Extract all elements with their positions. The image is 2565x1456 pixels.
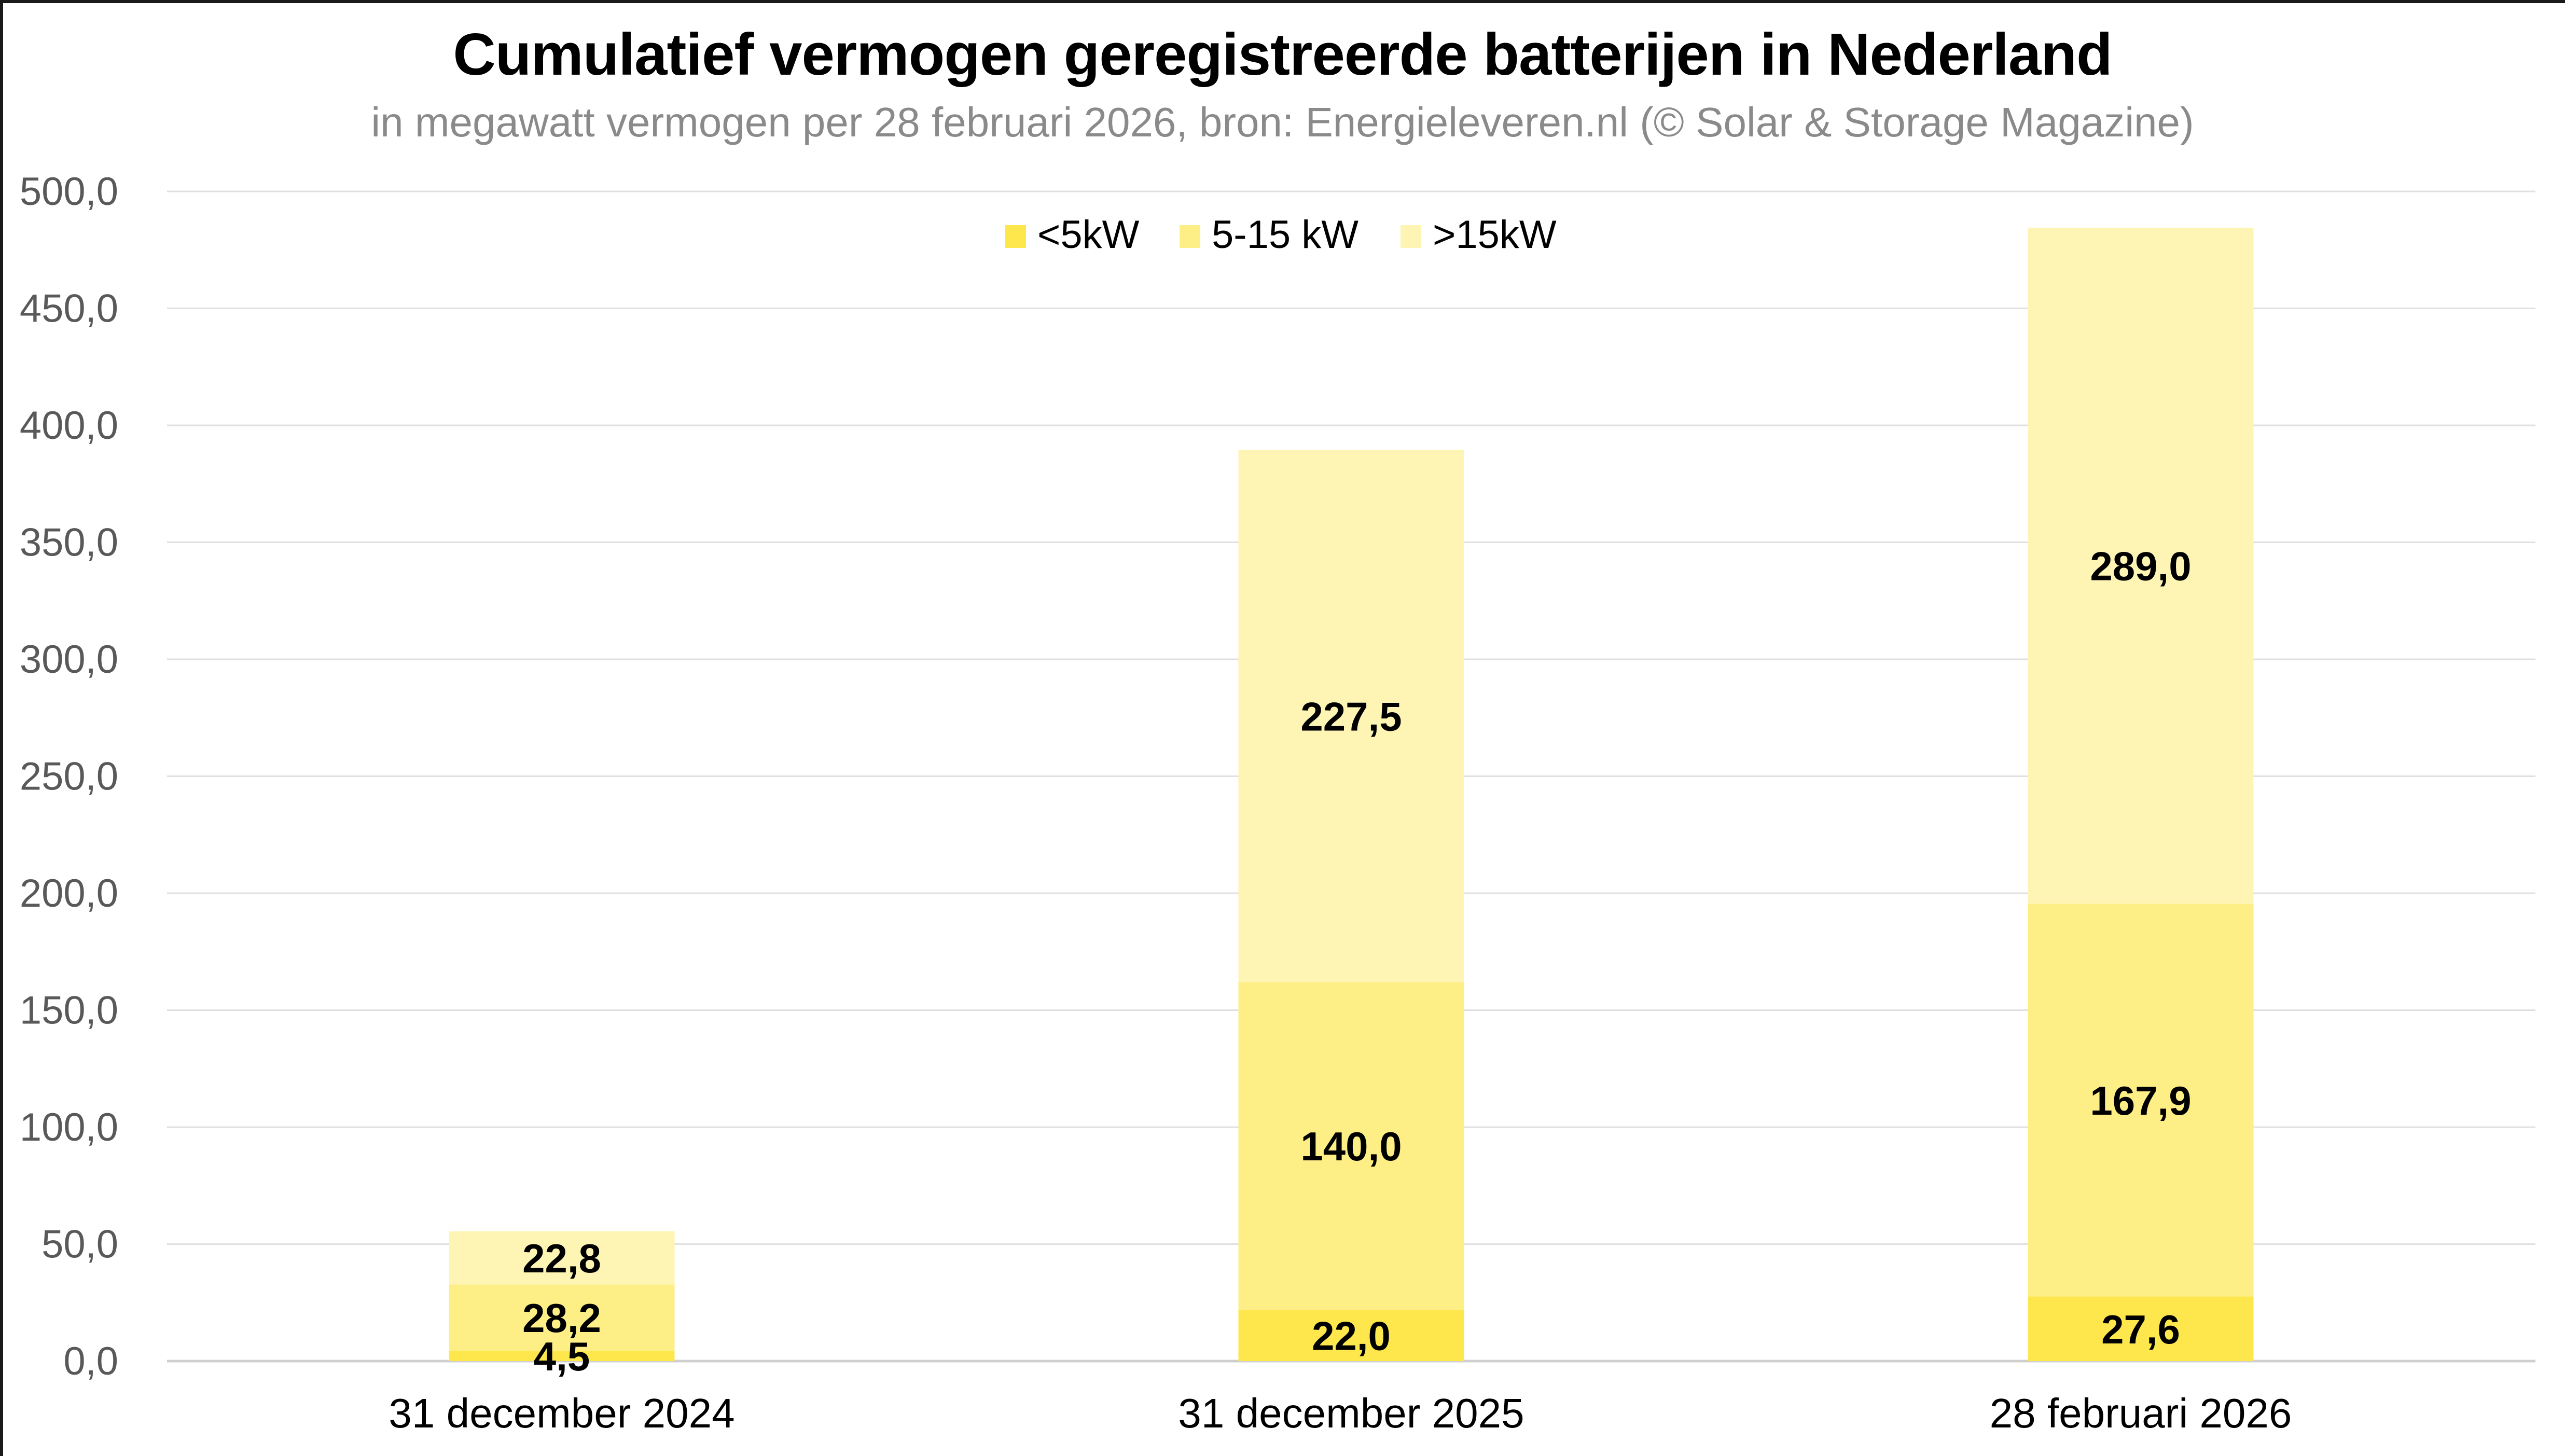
chart-subtitle: in megawatt vermogen per 28 februari 202… [371,99,2194,145]
bar-segment [1238,982,1464,1310]
x-category-label: 31 december 2025 [1178,1390,1524,1436]
x-category-label: 31 december 2024 [389,1390,734,1436]
data-label: 167,9 [2090,1078,2191,1124]
bar-segment [449,1231,675,1285]
bar-segment [449,1350,675,1361]
bar-segment [2028,904,2254,1297]
y-tick-label: 50,0 [41,1223,118,1267]
y-tick-label: 100,0 [20,1105,118,1149]
y-tick-label: 200,0 [20,871,118,916]
y-tick-label: 250,0 [20,755,118,799]
y-tick-label: 450,0 [20,287,118,331]
legend-label: >15kW [1433,213,1557,257]
bars [449,227,2254,1361]
legend-label: 5-15 kW [1212,213,1358,257]
bar-segment [2028,1296,2254,1361]
data-label: 28,2 [522,1295,601,1341]
x-axis: 31 december 2024 31 december 2025 28 febru… [389,1390,2292,1436]
x-category-label: 28 februari 2026 [1990,1390,2292,1436]
legend-swatch [1005,225,1026,248]
data-label: 227,5 [1300,694,1402,739]
chart-title: Cumulatief vermogen geregistreerde batte… [453,22,2112,88]
legend-label: <5kW [1037,213,1140,257]
data-label: 22,0 [1312,1313,1391,1358]
data-label: 289,0 [2090,544,2191,589]
bar-segment [2028,227,2254,904]
bar-segment [1238,450,1464,982]
y-tick-label: 500,0 [20,170,118,214]
data-labels: 4,528,2 22,8 22,0 140,0 227,5 27,6 167,9 289,0 [522,544,2192,1379]
legend-swatch [1401,225,1421,248]
data-label: 140,0 [1300,1124,1402,1169]
y-tick-label: 150,0 [20,989,118,1033]
y-tick-label: 400,0 [20,404,118,448]
y-axis: 0,0 50,0 100,0 150,0 200,0 250,0 300,0 350,0 400… [20,170,118,1383]
legend-swatch [1180,225,1200,248]
data-label: 22,8 [522,1236,601,1281]
y-tick-label: 350,0 [20,521,118,565]
data-label: 27,6 [2101,1307,2180,1352]
data-label: 4,5 [534,1334,590,1379]
bar-segment [449,1284,675,1351]
bar-segment [1238,1309,1464,1361]
y-tick-label: 300,0 [20,637,118,682]
y-tick-label: 0,0 [63,1339,118,1383]
legend: <5kW 5-15 kW >15kW [1005,213,1557,257]
